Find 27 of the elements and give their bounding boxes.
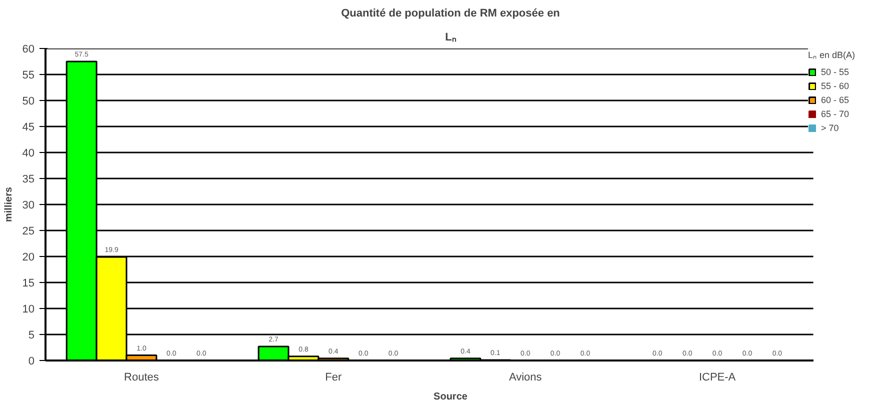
y-axis-title: milliers: [3, 186, 14, 222]
chart-title: Quantité de population de RM exposée en: [341, 8, 560, 20]
y-tick-label: 60: [22, 44, 35, 56]
x-tick-label: ICPE-A: [698, 372, 736, 384]
y-tick-label: 55: [22, 70, 35, 82]
y-tick-label: 5: [28, 330, 35, 342]
legend-label: 60 - 65: [820, 94, 850, 106]
y-tick-label: 25: [22, 226, 35, 238]
y-tick-label: 35: [22, 174, 35, 186]
x-tick-label: Avions: [508, 372, 542, 384]
x-tick-label: Routes: [124, 372, 160, 384]
legend-label: > 70: [820, 122, 840, 134]
y-tick-label: 20: [22, 252, 35, 264]
x-tick-label: Fer: [325, 372, 342, 384]
y-tick-label: 0: [28, 356, 35, 368]
legend-label: 55 - 60: [820, 80, 850, 92]
y-tick-label: 15: [22, 278, 35, 290]
legend-label: 50 - 55: [820, 66, 850, 78]
legend-title: Lₙ en dB(A): [808, 49, 855, 61]
y-tick-label: 30: [22, 200, 35, 212]
y-tick-label: 50: [22, 96, 35, 108]
y-tick-label: 40: [22, 148, 35, 160]
x-axis-title: Source: [434, 392, 468, 402]
y-tick-label: 10: [22, 304, 35, 316]
y-tick-label: 45: [22, 122, 35, 134]
chart-subtitle: Lₙ: [445, 32, 457, 44]
legend-label: 65 - 70: [820, 108, 850, 120]
